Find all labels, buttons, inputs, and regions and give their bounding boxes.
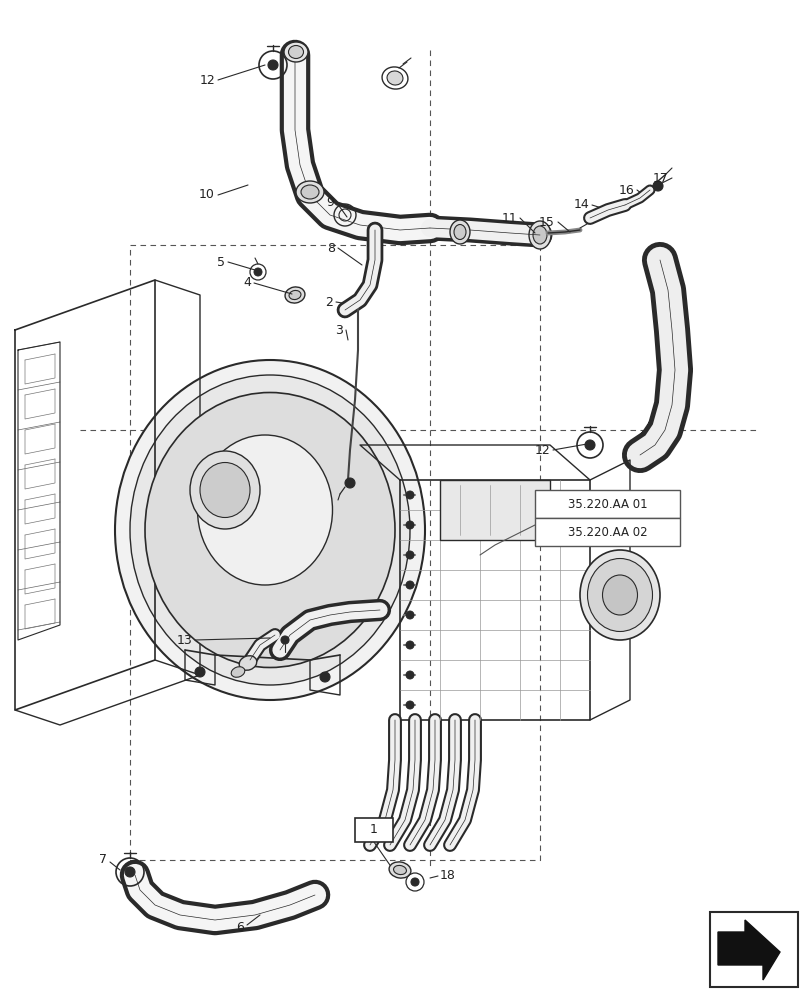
Text: 9: 9	[326, 196, 333, 210]
Bar	[440, 480, 549, 540]
Text: 7: 7	[99, 853, 107, 866]
Circle shape	[320, 672, 329, 682]
Circle shape	[406, 641, 414, 649]
Text: 13: 13	[176, 634, 191, 647]
Text: 5: 5	[217, 255, 225, 268]
Circle shape	[652, 181, 663, 191]
Ellipse shape	[288, 45, 303, 59]
Ellipse shape	[115, 360, 424, 700]
Text: 11: 11	[500, 212, 517, 225]
Circle shape	[406, 611, 414, 619]
Circle shape	[406, 521, 414, 529]
Ellipse shape	[579, 550, 659, 640]
Circle shape	[254, 268, 262, 276]
Ellipse shape	[393, 865, 406, 875]
Ellipse shape	[453, 225, 466, 239]
Text: 2: 2	[324, 296, 333, 308]
Ellipse shape	[285, 287, 305, 303]
Circle shape	[406, 701, 414, 709]
Text: 8: 8	[327, 241, 335, 254]
Text: 6: 6	[236, 921, 243, 934]
Polygon shape	[717, 920, 779, 980]
Circle shape	[195, 667, 204, 677]
Circle shape	[406, 551, 414, 559]
Ellipse shape	[145, 392, 394, 668]
Ellipse shape	[388, 862, 410, 878]
Circle shape	[345, 478, 354, 488]
Ellipse shape	[301, 185, 319, 199]
Text: 14: 14	[573, 198, 588, 212]
Ellipse shape	[197, 435, 332, 585]
Ellipse shape	[231, 667, 244, 677]
Ellipse shape	[284, 42, 307, 62]
Circle shape	[410, 878, 418, 886]
Ellipse shape	[449, 220, 470, 244]
Text: 12: 12	[199, 74, 215, 87]
Ellipse shape	[130, 375, 410, 685]
Text: 35.220.AA 02: 35.220.AA 02	[568, 526, 647, 538]
Bar	[354, 818, 393, 842]
Ellipse shape	[190, 451, 260, 529]
Ellipse shape	[387, 71, 402, 85]
Circle shape	[406, 491, 414, 499]
Text: 17: 17	[652, 172, 668, 185]
Text: 16: 16	[617, 184, 633, 197]
Bar	[709, 912, 797, 987]
Ellipse shape	[602, 575, 637, 615]
Text: 12: 12	[534, 444, 549, 456]
Circle shape	[584, 440, 594, 450]
Text: 4: 4	[242, 276, 251, 290]
Ellipse shape	[289, 290, 301, 300]
Bar	[534, 518, 679, 546]
Text: 18: 18	[440, 869, 455, 882]
Ellipse shape	[528, 221, 551, 249]
Ellipse shape	[239, 656, 256, 670]
Ellipse shape	[587, 558, 652, 632]
Circle shape	[268, 60, 277, 70]
Text: 3: 3	[335, 324, 342, 336]
Text: 15: 15	[539, 216, 554, 229]
Ellipse shape	[200, 462, 250, 518]
Circle shape	[406, 671, 414, 679]
Circle shape	[281, 636, 289, 644]
Circle shape	[125, 867, 135, 877]
Bar	[534, 490, 679, 518]
Circle shape	[406, 581, 414, 589]
Ellipse shape	[296, 181, 324, 203]
Ellipse shape	[532, 226, 547, 244]
Text: 10: 10	[199, 188, 215, 202]
Text: 1: 1	[370, 823, 377, 836]
Text: 35.220.AA 01: 35.220.AA 01	[568, 497, 647, 510]
